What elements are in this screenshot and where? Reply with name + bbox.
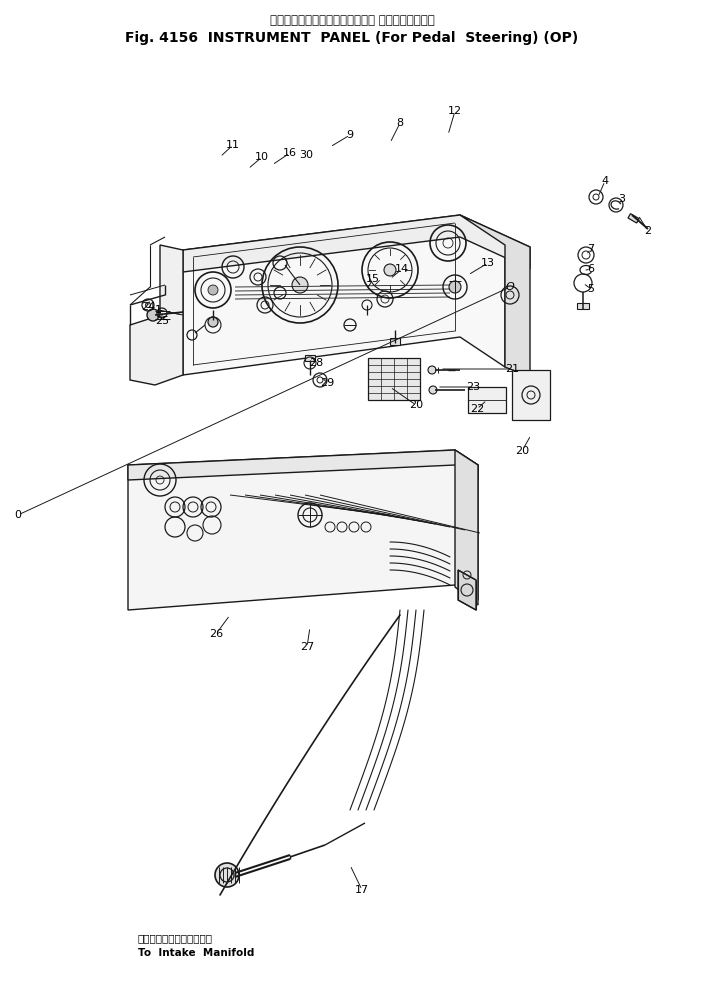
Polygon shape — [128, 450, 478, 610]
Text: 22: 22 — [470, 404, 484, 414]
Text: 9: 9 — [346, 130, 354, 140]
Text: 16: 16 — [283, 148, 297, 158]
Polygon shape — [455, 450, 478, 605]
Text: 23: 23 — [466, 382, 480, 392]
Text: 13: 13 — [481, 258, 495, 268]
Text: 4: 4 — [601, 176, 608, 186]
Bar — [390, 338, 400, 345]
Text: 7: 7 — [587, 244, 594, 254]
Bar — [468, 387, 506, 413]
Text: 21: 21 — [505, 364, 519, 374]
Polygon shape — [128, 450, 478, 480]
Polygon shape — [458, 570, 476, 610]
Circle shape — [147, 309, 159, 321]
Text: 0: 0 — [15, 510, 21, 520]
Text: 11: 11 — [226, 140, 240, 150]
Circle shape — [208, 285, 218, 295]
Text: 2: 2 — [644, 226, 651, 236]
Text: 3: 3 — [618, 194, 625, 204]
Circle shape — [208, 317, 218, 327]
Text: 29: 29 — [320, 378, 334, 388]
Text: O: O — [505, 282, 515, 292]
Bar — [628, 214, 639, 223]
Circle shape — [292, 277, 308, 293]
Text: 20: 20 — [409, 400, 423, 410]
Bar — [305, 355, 315, 361]
Bar — [368, 358, 420, 400]
Polygon shape — [183, 215, 530, 272]
Text: 27: 27 — [300, 642, 314, 652]
Text: インスツルメントパネル（ペダル ステアリング用）: インスツルメントパネル（ペダル ステアリング用） — [269, 13, 434, 26]
Polygon shape — [183, 215, 505, 375]
Circle shape — [429, 386, 437, 394]
Text: 30: 30 — [299, 150, 313, 160]
Text: 12: 12 — [448, 106, 462, 116]
Circle shape — [449, 281, 461, 293]
Text: 17: 17 — [355, 885, 369, 895]
Polygon shape — [460, 215, 530, 377]
Polygon shape — [130, 245, 183, 385]
Text: 26: 26 — [209, 629, 223, 639]
Text: 14: 14 — [395, 264, 409, 274]
Text: インテークマニホールドへ: インテークマニホールドへ — [138, 933, 213, 943]
Circle shape — [215, 863, 239, 887]
Text: 8: 8 — [396, 118, 403, 128]
Text: 25: 25 — [155, 316, 169, 326]
Circle shape — [384, 264, 396, 276]
Text: 5: 5 — [587, 284, 594, 294]
Text: 6: 6 — [587, 264, 594, 274]
Text: 1: 1 — [154, 305, 161, 315]
Circle shape — [428, 366, 436, 374]
Bar — [512, 370, 550, 420]
Text: 24: 24 — [141, 302, 155, 312]
Text: Fig. 4156  INSTRUMENT  PANEL (For Pedal  Steering) (OP): Fig. 4156 INSTRUMENT PANEL (For Pedal St… — [125, 31, 579, 45]
Text: 15: 15 — [366, 274, 380, 284]
Bar — [577, 303, 589, 309]
Text: To  Intake  Manifold: To Intake Manifold — [138, 948, 255, 958]
Text: 10: 10 — [255, 152, 269, 162]
Text: 20: 20 — [515, 446, 529, 456]
Text: 28: 28 — [309, 358, 323, 368]
